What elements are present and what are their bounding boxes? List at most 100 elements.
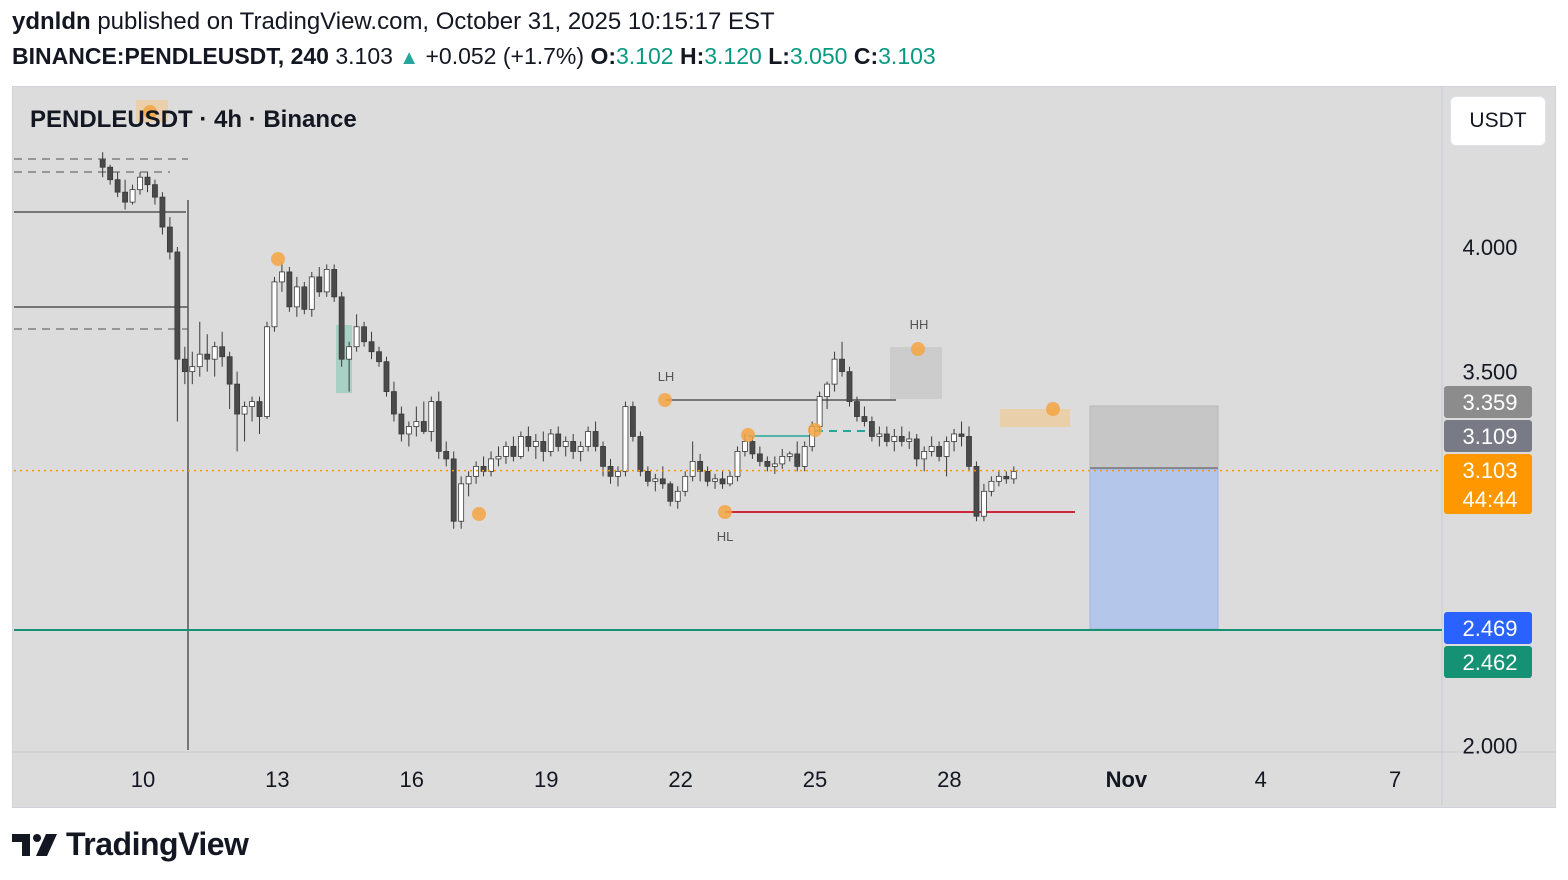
candle-body — [913, 438, 920, 460]
symbol-name[interactable]: BINANCE:PENDLEUSDT, 240 — [12, 43, 329, 69]
candle-body — [376, 351, 382, 363]
price-tick-label: 3.500 — [1462, 360, 1517, 385]
candle-body — [719, 478, 726, 485]
candle — [876, 426, 883, 447]
candle — [577, 441, 584, 462]
candle — [413, 406, 420, 437]
candle-body — [906, 438, 913, 442]
candle-body — [570, 441, 577, 452]
pivot-marker — [808, 423, 822, 437]
candle — [570, 433, 577, 459]
candle — [301, 281, 308, 315]
candle — [846, 366, 853, 407]
price-badge-bg — [1444, 646, 1532, 678]
candle-body — [323, 269, 330, 293]
candle-body — [727, 475, 733, 485]
candle — [1003, 471, 1010, 484]
time-tick-label: 25 — [803, 767, 827, 792]
candle-body — [503, 446, 509, 457]
candle — [562, 436, 569, 457]
candle-body — [196, 353, 203, 368]
candle-body — [592, 431, 599, 447]
candle — [480, 456, 487, 477]
candle-body — [152, 184, 158, 198]
candle-body — [883, 433, 890, 442]
candle-body — [532, 441, 539, 447]
candle — [801, 441, 808, 472]
candle-body — [936, 446, 943, 457]
close-value: 3.103 — [878, 43, 936, 69]
candle-body — [682, 475, 689, 492]
chart-frame[interactable] — [12, 86, 1556, 808]
candle — [107, 164, 114, 185]
candle-body — [517, 436, 524, 457]
candle — [734, 446, 741, 482]
time-tick-label: 22 — [668, 767, 692, 792]
candle-body — [458, 483, 465, 522]
publish-info: ydnldn published on TradingView.com, Oct… — [12, 8, 775, 36]
candle-body — [107, 166, 114, 181]
time-tick-label: Nov — [1106, 767, 1148, 792]
time-tick-label: 13 — [265, 767, 289, 792]
candle-body — [219, 346, 226, 358]
candle-body — [824, 383, 830, 397]
candle — [794, 441, 801, 472]
candle-body — [652, 478, 659, 482]
candle — [547, 428, 554, 457]
author-name[interactable]: ydnldn — [12, 8, 91, 35]
candle-body — [659, 478, 666, 485]
candle — [719, 471, 726, 489]
candle — [764, 456, 771, 472]
candle-body — [794, 453, 801, 467]
candle — [458, 476, 465, 529]
high-label: H: — [679, 43, 705, 69]
candle — [264, 321, 270, 420]
supply-zone-right — [1000, 409, 1070, 427]
candle — [435, 391, 442, 459]
candle-body — [861, 416, 868, 422]
countdown-label: 44:44 — [1462, 487, 1517, 512]
chart-legend[interactable]: PENDLEUSDT · 4h · Binance — [30, 106, 357, 133]
candle — [204, 334, 211, 372]
candle — [353, 314, 360, 352]
candle — [697, 453, 704, 482]
currency-unit-button[interactable]: USDT — [1450, 96, 1546, 146]
candle — [913, 433, 920, 467]
candle-body — [1010, 470, 1017, 480]
pivot-marker — [1046, 402, 1060, 416]
candle — [973, 461, 980, 522]
candle — [152, 179, 158, 205]
candle — [555, 426, 562, 452]
published-text: published on TradingView.com, October 31… — [97, 8, 775, 35]
candle — [585, 426, 592, 452]
candle — [338, 291, 345, 367]
candle — [376, 346, 382, 367]
high-value: 3.120 — [704, 43, 762, 69]
price-tick-label: 2.000 — [1462, 734, 1517, 759]
time-tick-label: 19 — [534, 767, 558, 792]
time-tick-label: 7 — [1389, 767, 1401, 792]
tradingview-logo[interactable]: TradingView — [12, 826, 249, 863]
candle — [517, 431, 524, 459]
candle-body — [981, 490, 987, 517]
candle-body — [771, 463, 778, 467]
candle — [286, 266, 293, 312]
candle-body — [510, 446, 517, 457]
candle — [256, 396, 263, 434]
candle-body — [264, 326, 270, 417]
candle-body — [435, 401, 442, 452]
candle-body — [689, 460, 696, 477]
candle-body — [749, 441, 756, 455]
candle — [114, 172, 121, 198]
candle — [630, 401, 636, 442]
candle-body — [839, 358, 845, 373]
open-label: O: — [590, 43, 616, 69]
candle — [383, 356, 390, 397]
candle-body — [159, 196, 166, 228]
candle — [995, 471, 1002, 487]
candle — [532, 433, 539, 459]
candle — [398, 406, 405, 442]
candle-body — [361, 326, 367, 343]
candle-body — [644, 470, 651, 482]
